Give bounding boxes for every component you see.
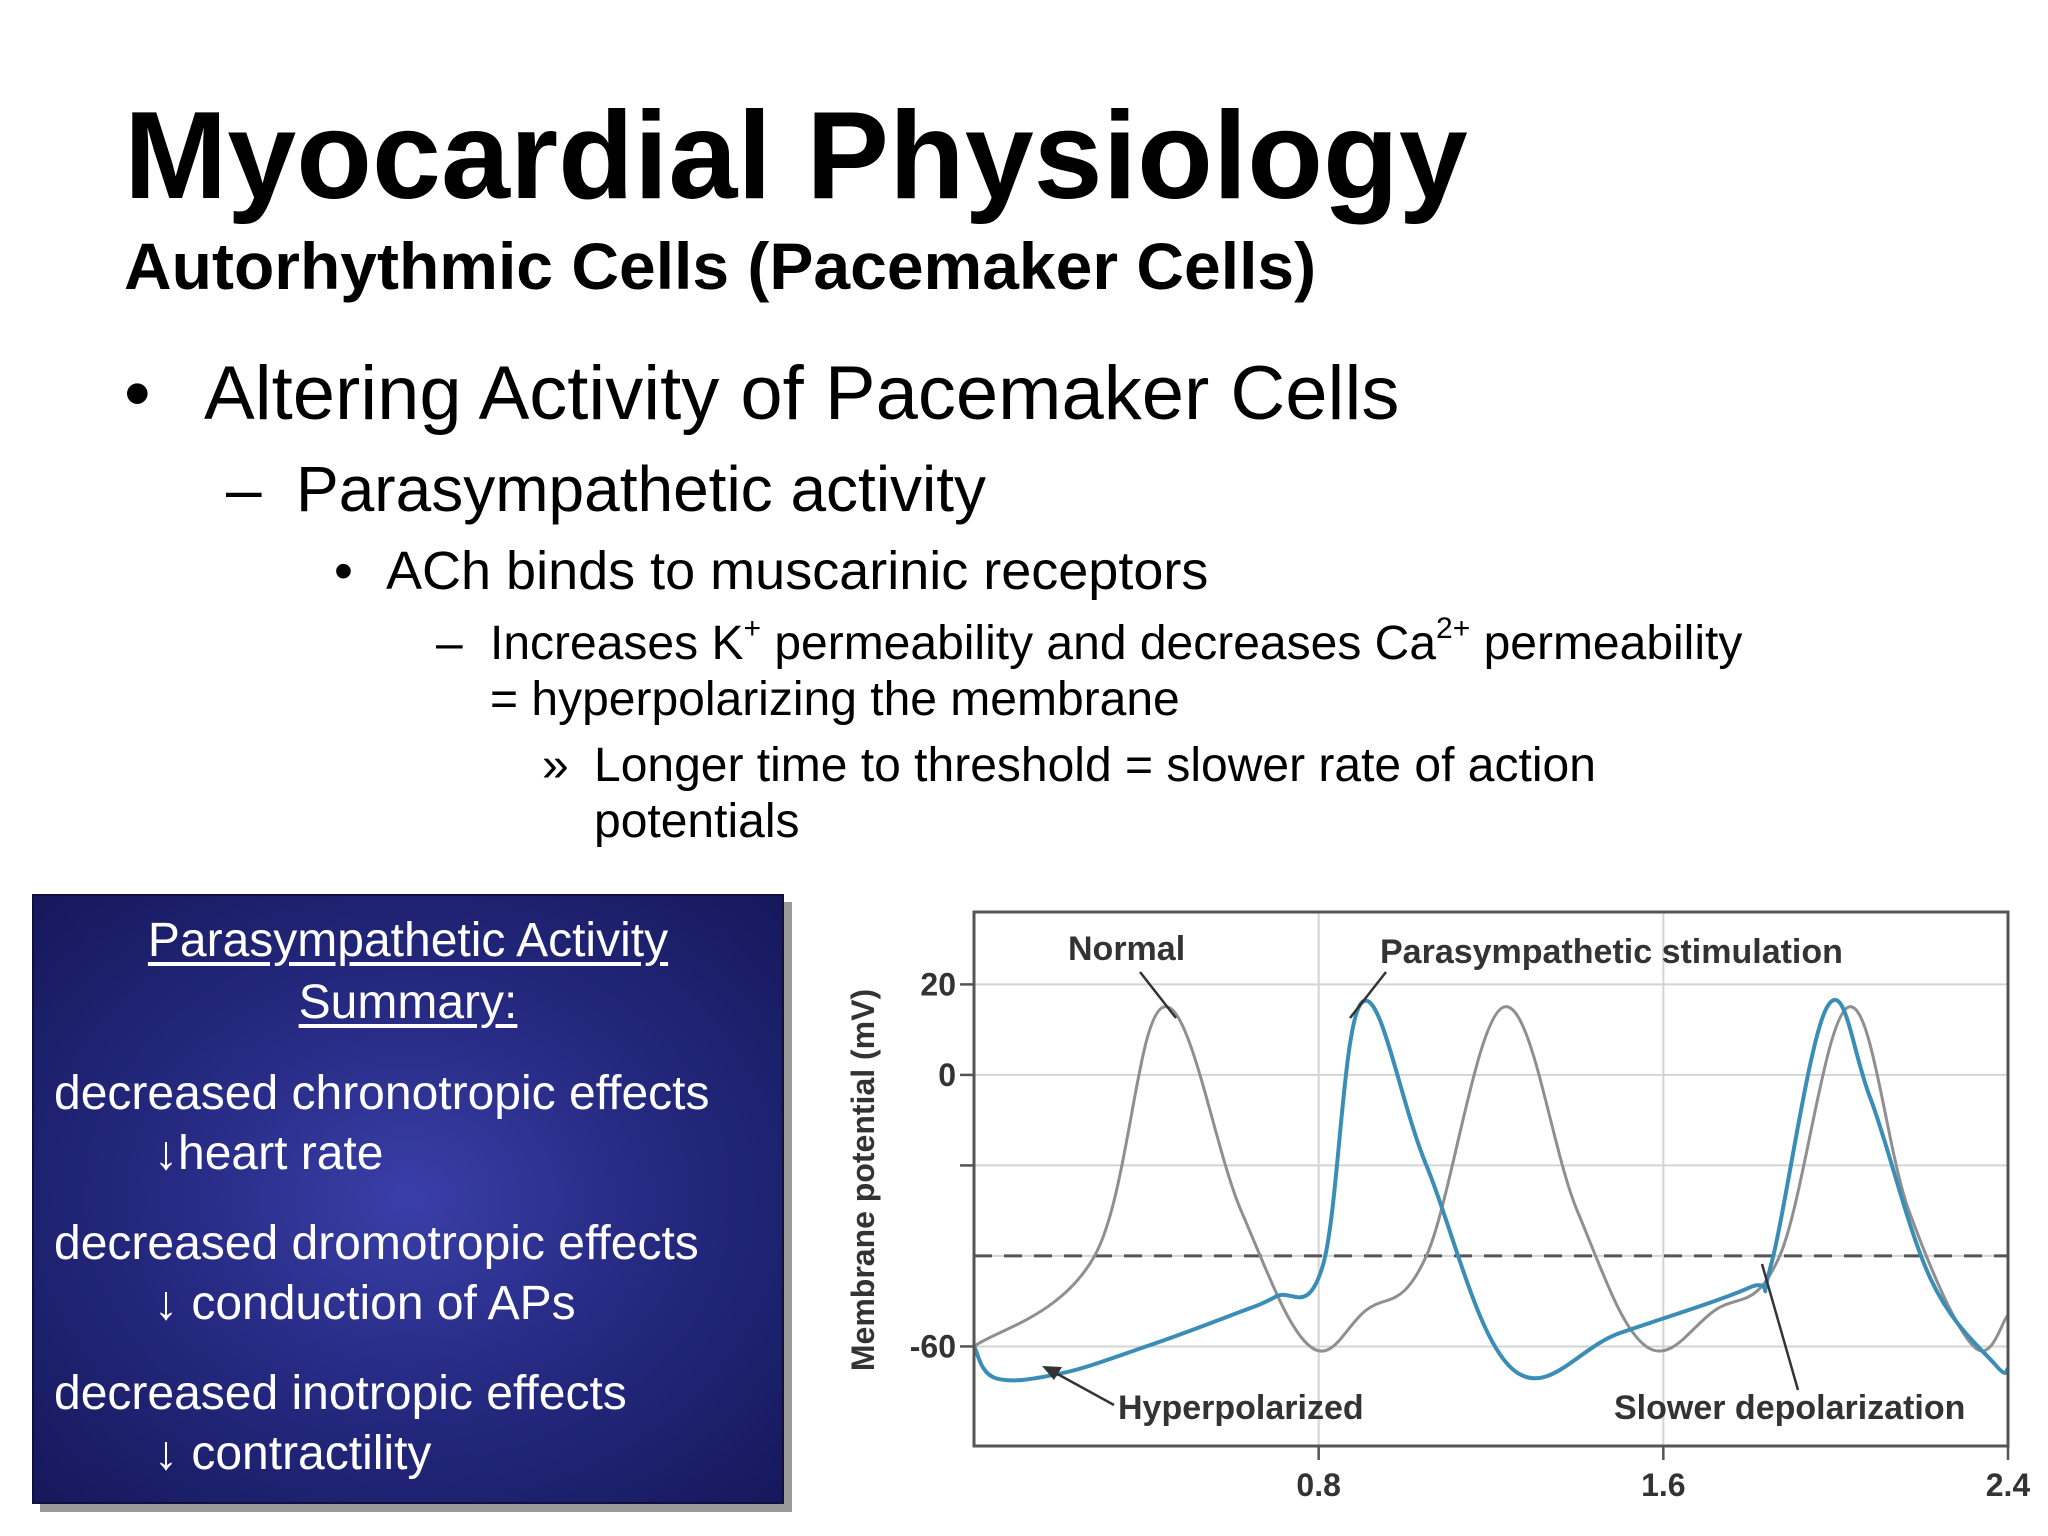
y-tick-label: 0	[938, 1057, 956, 1093]
bullet-text: Longer time to threshold = slower rate o…	[594, 739, 1596, 792]
x-tick-label: 1.6	[1641, 1467, 1685, 1503]
annotation-pointer	[1349, 971, 1387, 1019]
annotation-hyperpolarized: Hyperpolarized	[1118, 1389, 1364, 1427]
slide-subtitle: Autorhythmic Cells (Pacemaker Cells)	[124, 229, 1317, 303]
series-line-parasympathetic	[972, 997, 2010, 1383]
annotation-slower-depolarization: Slower depolarization	[1614, 1389, 1965, 1427]
y-tick-label: 20	[920, 966, 956, 1002]
summary-result: ↓ conduction of APs	[154, 1277, 576, 1330]
summary-effect: decreased chronotropic effects	[54, 1067, 710, 1120]
bullet-level-1: • Altering Activity of Pacemaker Cells	[124, 350, 1399, 437]
summary-effect: decreased inotropic effects	[54, 1367, 627, 1420]
annotation-pointer	[1139, 971, 1177, 1019]
bullet-marker: •	[334, 541, 353, 601]
x-tick-label: 2.4	[1986, 1467, 2030, 1503]
x-axis-ticks: 0.8 1.6 2.4	[1296, 1446, 2030, 1503]
summary-result: ↓heart rate	[154, 1127, 384, 1180]
y-tick-label: -60	[910, 1328, 956, 1364]
bullet-text-part: Increases K	[490, 617, 744, 670]
bullet-text: ACh binds to muscarinic receptors	[386, 541, 1209, 601]
annotation-pointer	[1051, 1369, 1115, 1407]
slide-title: Myocardial Physiology	[124, 87, 1468, 225]
chart-grid	[974, 912, 2008, 1446]
x-tick-label: 0.8	[1296, 1467, 1340, 1503]
summary-heading-line2: Summary:	[298, 976, 518, 1029]
summary-box: Parasympathetic Activity Summary: decrea…	[32, 894, 784, 1504]
superscript: +	[743, 612, 761, 645]
bullet-marker: •	[124, 351, 151, 436]
bullet-level-4: – Increases K+ permeability and decreases…	[436, 614, 1743, 728]
plot-frame	[972, 910, 2010, 1448]
summary-effect: decreased dromotropic effects	[54, 1217, 699, 1270]
bullet-level-2: – Parasympathetic activity	[226, 452, 986, 526]
bullet-level-3: • ACh binds to muscarinic receptors	[334, 540, 1208, 602]
bullet-text-part: permeability and decreases Ca	[760, 617, 1437, 670]
annotation-parasympathetic-stimulation: Parasympathetic stimulation	[1380, 933, 1843, 971]
bullet-level-5: » Longer time to threshold = slower rate …	[542, 738, 1596, 850]
bullet-marker: –	[436, 617, 463, 670]
chart-series	[972, 997, 2010, 1383]
bullet-marker: »	[542, 739, 569, 792]
bullet-text-line2: potentials	[594, 795, 800, 848]
bullet-marker: –	[226, 453, 262, 525]
arrowhead-icon	[1042, 1366, 1062, 1380]
membrane-potential-chart: 20 0 -60 0.8 1.6 2.4 Membrane potential (mV)…	[845, 910, 2030, 1503]
bullet-text-line2: = hyperpolarizing the membrane	[490, 673, 1180, 726]
superscript: 2+	[1436, 612, 1471, 645]
y-axis-label: Membrane potential (mV)	[845, 989, 881, 1371]
annotation-normal: Normal	[1068, 930, 1185, 968]
summary-heading: Parasympathetic Activity Summary:	[54, 910, 762, 1034]
summary-result: ↓ contractility	[154, 1427, 432, 1480]
bullet-text: Altering Activity of Pacemaker Cells	[204, 351, 1400, 436]
bullet-text: Parasympathetic activity	[296, 453, 987, 525]
summary-heading-line1: Parasympathetic Activity	[147, 914, 669, 967]
annotation-pointer	[1760, 1263, 1800, 1391]
series-line-normal	[973, 1005, 2010, 1353]
y-axis-ticks: 20 0 -60	[910, 966, 974, 1364]
bullet-text-part: permeability	[1470, 617, 1743, 670]
